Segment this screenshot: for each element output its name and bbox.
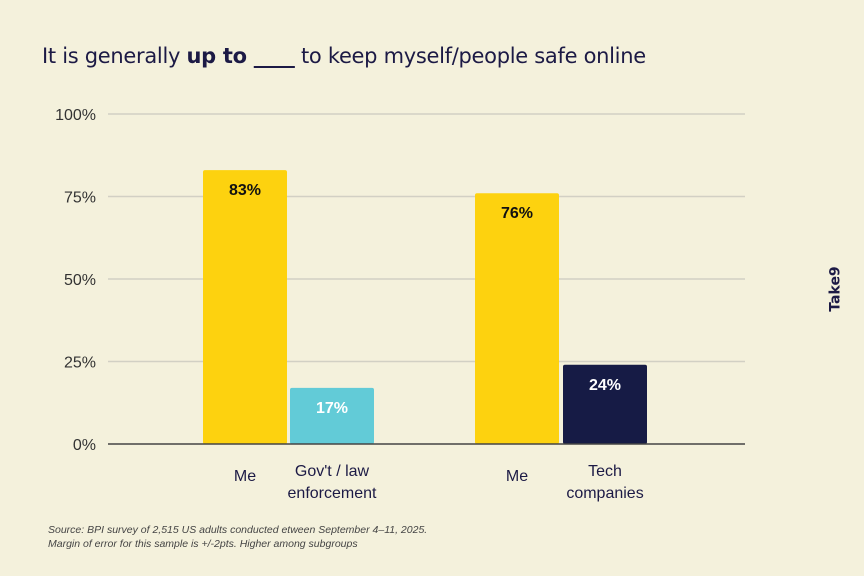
data-label: 83% [229, 182, 261, 199]
data-label: 24% [589, 377, 621, 394]
source-note: Source: BPI survey of 2,515 US adults co… [48, 523, 427, 551]
y-tick-label: 100% [55, 107, 96, 124]
y-tick-label: 50% [64, 272, 96, 289]
chart-title: It is generally up to ____ to keep mysel… [42, 44, 646, 68]
bar [203, 170, 287, 444]
category-label: Tech [588, 463, 622, 480]
y-tick-label: 75% [64, 190, 96, 207]
y-tick-label: 0% [73, 437, 96, 454]
data-label: 76% [501, 205, 533, 222]
take9-logo: Take9 [827, 266, 844, 312]
category-label: Me [506, 468, 528, 485]
bar [563, 364, 647, 444]
bar [290, 387, 374, 444]
category-label: enforcement [288, 485, 377, 502]
source-line: Source: BPI survey of 2,515 US adults co… [48, 524, 428, 536]
category-label: Me [234, 468, 256, 485]
data-label: 17% [316, 400, 348, 417]
category-label: Gov't / law [295, 463, 370, 480]
margin-of-error-line: Margin of error for this sample is +/-2p… [48, 538, 358, 550]
bar [475, 193, 559, 444]
y-tick-label: 25% [64, 355, 96, 372]
category-label: companies [566, 485, 643, 502]
